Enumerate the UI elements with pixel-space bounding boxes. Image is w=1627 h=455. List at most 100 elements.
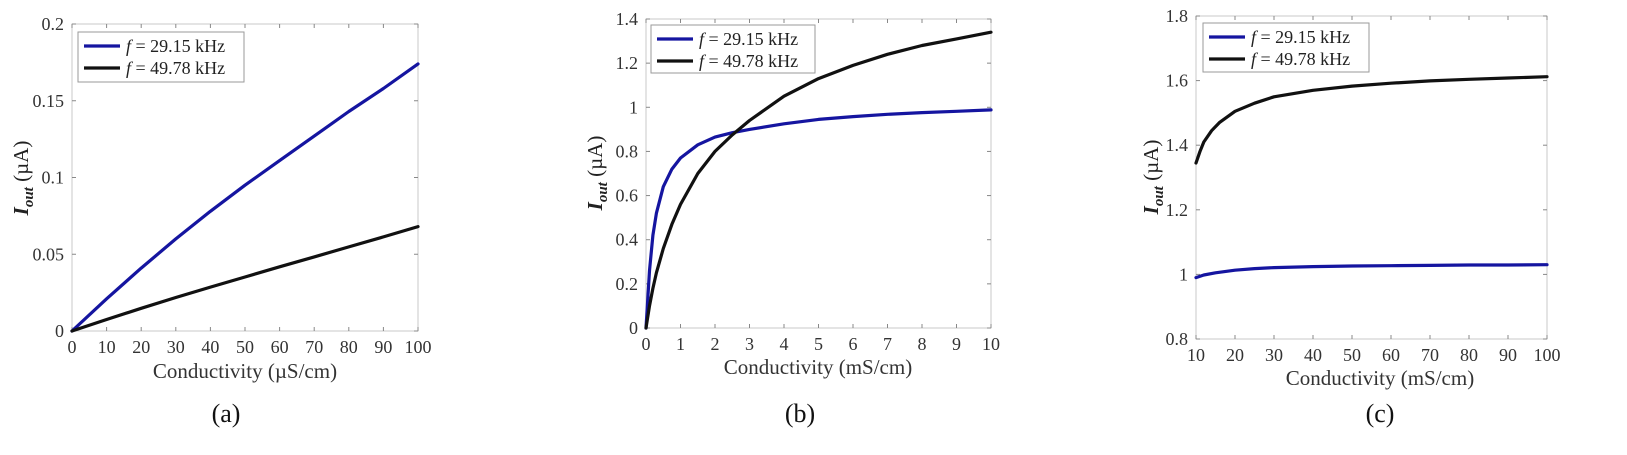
x-tick-label-c-1: 20 bbox=[1226, 345, 1244, 365]
x-axis-label-b: Conductivity (mS/cm) bbox=[724, 355, 912, 379]
y-tick-label-c-4: 1.6 bbox=[1166, 71, 1189, 91]
y-label-symbol-a: I bbox=[9, 206, 33, 216]
y-tick-label-a-0: 0 bbox=[55, 321, 64, 341]
x-tick-label-b-9: 9 bbox=[952, 334, 961, 354]
series-line-c-1 bbox=[1194, 75, 1549, 165]
legend-var-c-0: f bbox=[1251, 27, 1259, 47]
x-tick-label-b-7: 7 bbox=[883, 334, 892, 354]
x-tick-label-b-3: 3 bbox=[745, 334, 754, 354]
x-tick-label-b-0: 0 bbox=[642, 334, 651, 354]
series-line-c-0 bbox=[1194, 263, 1549, 280]
x-tick-label-a-3: 30 bbox=[167, 337, 185, 357]
legend-label-b-0: f = 29.15 kHz bbox=[699, 29, 798, 49]
x-tick-label-c-6: 70 bbox=[1421, 345, 1439, 365]
y-tick-label-a-1: 0.05 bbox=[33, 244, 65, 264]
y-tick-label-b-0: 0 bbox=[629, 318, 638, 338]
legend-label-c-1: f = 49.78 kHz bbox=[1251, 49, 1350, 69]
legend-text-c-0: = 29.15 kHz bbox=[1256, 27, 1350, 47]
x-tick-label-a-10: 100 bbox=[405, 337, 432, 357]
y-axis-label-c: Iout (µA) bbox=[1139, 140, 1167, 216]
x-tick-label-a-5: 50 bbox=[236, 337, 254, 357]
y-tick-label-c-3: 1.4 bbox=[1166, 135, 1189, 155]
y-tick-label-c-0: 0.8 bbox=[1166, 329, 1189, 349]
y-tick-label-a-2: 0.1 bbox=[42, 168, 65, 188]
x-tick-label-c-0: 10 bbox=[1187, 345, 1205, 365]
x-tick-label-a-8: 80 bbox=[340, 337, 358, 357]
x-tick-label-a-9: 90 bbox=[374, 337, 392, 357]
x-tick-label-b-5: 5 bbox=[814, 334, 823, 354]
legend-box-b bbox=[650, 24, 816, 74]
legend-box-c bbox=[1202, 22, 1370, 73]
y-label-unit-a: (µA) bbox=[9, 141, 33, 188]
y-tick-label-b-3: 0.6 bbox=[616, 186, 639, 206]
x-tick-label-c-5: 60 bbox=[1382, 345, 1400, 365]
y-tick-label-b-6: 1.2 bbox=[616, 53, 639, 73]
y-tick-label-b-2: 0.4 bbox=[616, 230, 639, 250]
legend-label-c-0: f = 29.15 kHz bbox=[1251, 27, 1350, 47]
x-tick-label-b-10: 10 bbox=[982, 334, 1000, 354]
y-label-symbol-b: I bbox=[583, 201, 607, 211]
x-tick-label-a-4: 40 bbox=[201, 337, 219, 357]
y-label-symbol-c: I bbox=[1139, 205, 1163, 215]
y-tick-label-a-4: 0.2 bbox=[42, 14, 65, 34]
legend-label-a-1: f = 49.78 kHz bbox=[126, 58, 225, 78]
x-axis-label-c: Conductivity (mS/cm) bbox=[1286, 366, 1474, 390]
legend-text-c-1: = 49.78 kHz bbox=[1256, 49, 1350, 69]
series-layer-a bbox=[70, 62, 420, 333]
series-line-b-1 bbox=[644, 30, 993, 330]
y-tick-label-b-4: 0.8 bbox=[616, 141, 639, 161]
x-tick-label-c-2: 30 bbox=[1265, 345, 1283, 365]
chart-panel-b: 0 1 2 3 4 5 6 7 8 9 10 0 0.2 0.4 0.6 0.8 1 1.2 1.4 f = 29.… bbox=[583, 9, 1000, 428]
x-tick-label-a-2: 20 bbox=[132, 337, 150, 357]
series-line-a-1 bbox=[70, 225, 420, 333]
legend-box-a bbox=[77, 31, 245, 83]
y-tick-label-c-1: 1 bbox=[1179, 264, 1188, 284]
y-label-unit-b: (µA) bbox=[583, 136, 607, 183]
series-line-b-0 bbox=[644, 108, 993, 330]
series-layer-b bbox=[644, 30, 993, 330]
legend-label-b-1: f = 49.78 kHz bbox=[699, 51, 798, 71]
x-tick-label-c-8: 90 bbox=[1499, 345, 1517, 365]
chart-panel-c: 10 20 30 40 50 60 70 80 90 100 0.8 1 1.2 1.4 1.6 1.8 f … bbox=[1139, 6, 1561, 428]
x-tick-label-a-1: 10 bbox=[98, 337, 116, 357]
x-tick-label-c-3: 40 bbox=[1304, 345, 1322, 365]
y-axis-label-a: Iout (µA) bbox=[9, 141, 37, 217]
legend-text-a-1: = 49.78 kHz bbox=[131, 58, 225, 78]
y-tick-label-a-3: 0.15 bbox=[33, 91, 65, 111]
chart-panel-a: 0 10 20 30 40 50 60 70 80 90 100 0 0.05 0.1 0.15 0.2 f … bbox=[9, 14, 432, 428]
x-tick-label-c-9: 100 bbox=[1534, 345, 1561, 365]
x-tick-label-b-8: 8 bbox=[918, 334, 927, 354]
y-tick-label-b-7: 1.4 bbox=[616, 9, 639, 29]
legend-text-a-0: = 29.15 kHz bbox=[131, 36, 225, 56]
x-tick-label-a-7: 70 bbox=[305, 337, 323, 357]
legend-var-c-1: f bbox=[1251, 49, 1259, 69]
y-label-subscript-b: out bbox=[595, 181, 611, 202]
y-tick-label-b-1: 0.2 bbox=[616, 274, 639, 294]
x-tick-label-c-7: 80 bbox=[1460, 345, 1478, 365]
x-axis-label-a: Conductivity (µS/cm) bbox=[153, 359, 337, 383]
x-tick-label-b-2: 2 bbox=[711, 334, 720, 354]
grid-ticks-c: 10 20 30 40 50 60 70 80 90 100 0.8 1 1.2 1.4 1.6 1.8 bbox=[1166, 6, 1561, 365]
x-tick-label-b-1: 1 bbox=[676, 334, 685, 354]
y-label-unit-c: (µA) bbox=[1139, 140, 1163, 187]
caption-b: (b) bbox=[785, 399, 815, 428]
series-line-a-0 bbox=[70, 62, 420, 333]
legend-var-a-0: f bbox=[126, 36, 134, 56]
x-tick-label-b-6: 6 bbox=[849, 334, 858, 354]
y-label-subscript-c: out bbox=[1151, 185, 1167, 206]
caption-a: (a) bbox=[212, 399, 241, 428]
grid-ticks-b: 0 1 2 3 4 5 6 7 8 9 10 0 0.2 0.4 0.6 0.8 1 1.2 1.4 bbox=[616, 9, 1001, 354]
caption-c: (c) bbox=[1366, 399, 1395, 428]
x-tick-label-c-4: 50 bbox=[1343, 345, 1361, 365]
grid-ticks-a: 0 10 20 30 40 50 60 70 80 90 100 0 0.05 0.1 0.15 0.2 bbox=[33, 14, 432, 357]
legend-var-a-1: f bbox=[126, 58, 134, 78]
y-axis-label-b: Iout (µA) bbox=[583, 136, 611, 212]
x-tick-label-a-0: 0 bbox=[68, 337, 77, 357]
legend-text-b-0: = 29.15 kHz bbox=[704, 29, 798, 49]
y-tick-label-c-5: 1.8 bbox=[1166, 6, 1189, 26]
legend-text-b-1: = 49.78 kHz bbox=[704, 51, 798, 71]
